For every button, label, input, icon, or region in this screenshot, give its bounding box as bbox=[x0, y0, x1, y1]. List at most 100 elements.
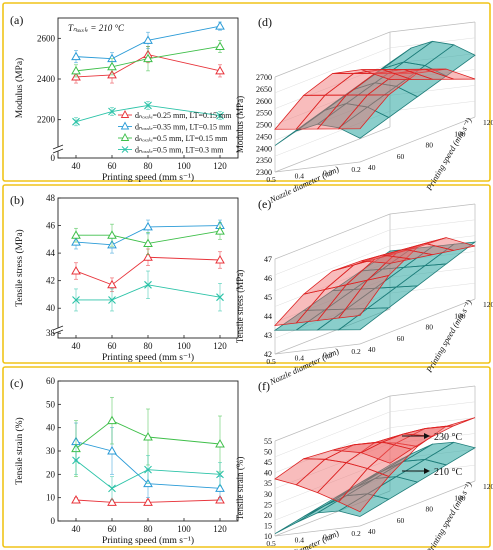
grid-line bbox=[274, 219, 476, 276]
series-line bbox=[75, 420, 221, 450]
y-tick-label: 40 bbox=[368, 163, 376, 172]
annotation-label-210: 210 °C bbox=[434, 467, 462, 478]
legend-marker bbox=[121, 146, 129, 153]
data-point bbox=[215, 254, 225, 264]
y-tick-label: 120 bbox=[483, 300, 493, 309]
y-axis-label: Printing speed (mm s⁻¹) bbox=[423, 480, 473, 550]
series-line bbox=[75, 459, 221, 489]
y-tick-label: 80 bbox=[426, 505, 434, 514]
data-point bbox=[144, 465, 152, 474]
data-point bbox=[71, 266, 81, 275]
y-tick-label: 40 bbox=[368, 527, 376, 536]
legend-marker bbox=[120, 121, 130, 130]
panel-label: (e) bbox=[258, 197, 271, 211]
x-tick-label: 120 bbox=[213, 524, 227, 534]
z-tick-label: 50 bbox=[264, 448, 272, 457]
z-tick-label: 46 bbox=[264, 274, 272, 283]
z-tick-label: 35 bbox=[264, 479, 272, 488]
z-tick-label: 2550 bbox=[256, 109, 272, 118]
z-axis-label: Modulus (MPa) bbox=[235, 96, 245, 153]
series-line bbox=[76, 230, 221, 244]
x-tick-label: 80 bbox=[144, 341, 154, 351]
axis-box-edge bbox=[389, 21, 476, 33]
x-tick-label: 0.3 bbox=[323, 350, 333, 359]
series-line bbox=[75, 46, 221, 72]
surface-patch bbox=[361, 254, 412, 264]
data-point bbox=[108, 484, 116, 493]
series-line bbox=[75, 25, 221, 60]
data-point bbox=[144, 280, 152, 289]
x-axis-label: Printing speed (mm s⁻¹) bbox=[102, 172, 194, 183]
z-tick-label: 44 bbox=[264, 312, 272, 321]
data-point bbox=[107, 415, 117, 425]
y-tick-label: 120 bbox=[483, 482, 493, 491]
z-tick-label: 55 bbox=[264, 437, 272, 446]
data-point bbox=[215, 226, 225, 235]
surface-patch bbox=[359, 248, 413, 272]
y-axis-label: Tensile stress (MPa) bbox=[14, 229, 25, 306]
data-point bbox=[215, 41, 225, 50]
surface-patch bbox=[361, 453, 412, 483]
axis-break-gap bbox=[54, 328, 62, 332]
y-tick-label: 2600 bbox=[37, 33, 56, 43]
axis-box-edge bbox=[274, 395, 391, 442]
data-point bbox=[143, 53, 153, 63]
z-tick-label: 25 bbox=[264, 500, 272, 509]
z-tick-label: 2700 bbox=[256, 73, 272, 82]
data-point bbox=[107, 279, 117, 289]
x-tick-label: 120 bbox=[213, 161, 227, 171]
x-tick-label: 120 bbox=[213, 341, 227, 351]
series-line bbox=[75, 499, 221, 503]
panel-frame bbox=[2, 2, 491, 182]
y-tick-label: 40 bbox=[46, 423, 56, 433]
plot-area bbox=[57, 197, 239, 339]
y-tick-label: 38 bbox=[46, 328, 56, 338]
legend-label: dₙₒₓₓₗₑ=0.25 mm, LT=0.15 mm bbox=[135, 111, 232, 120]
axis-box-edge bbox=[274, 343, 361, 355]
axis-box-edge bbox=[274, 31, 391, 78]
series-line bbox=[75, 54, 221, 78]
x-tick-label: 80 bbox=[144, 524, 154, 534]
x-tick-label: 0.2 bbox=[351, 347, 361, 356]
y-tick-label: 100 bbox=[454, 493, 466, 502]
data-point bbox=[216, 470, 224, 479]
axis-box-edge bbox=[389, 385, 476, 397]
surface-patch bbox=[361, 69, 412, 80]
y-tick-label: 80 bbox=[426, 323, 434, 332]
data-point bbox=[215, 438, 225, 448]
z-tick-label: 2300 bbox=[256, 168, 272, 177]
data-point bbox=[216, 293, 224, 302]
x-tick-label: 40 bbox=[72, 161, 82, 171]
series-line bbox=[75, 441, 221, 489]
y-tick-label: 120 bbox=[483, 118, 493, 127]
z-tick-label: 2600 bbox=[256, 97, 272, 106]
panel-label: (c) bbox=[10, 376, 23, 390]
x-tick-label: 60 bbox=[108, 161, 118, 171]
z-tick-label: 20 bbox=[264, 511, 272, 520]
x-tick-label: 0.2 bbox=[351, 165, 361, 174]
y-tick-label: 48 bbox=[46, 193, 56, 203]
chart-1: (b) 40 60 80 100 120 Printing speed (mm s⁻¹) 38… bbox=[10, 193, 239, 363]
legend-marker bbox=[120, 110, 130, 118]
y-tick-label: 0 bbox=[51, 153, 56, 163]
x-tick-label: 0.5 bbox=[266, 357, 276, 366]
y-tick-label: 2200 bbox=[37, 115, 56, 125]
z-tick-label: 2350 bbox=[256, 156, 272, 165]
x-axis-label: Printing speed (mm s⁻¹) bbox=[102, 535, 194, 546]
legend-label: dₙₒₓₓₗₑ=0.35 mm, LT=0.15 mm bbox=[135, 123, 232, 132]
axis-break-mark bbox=[52, 329, 64, 335]
x-tick-label: 0.3 bbox=[323, 168, 333, 177]
y-tick-label: 100 bbox=[454, 311, 466, 320]
series-line bbox=[76, 284, 221, 301]
grid-line bbox=[274, 37, 476, 94]
data-point bbox=[72, 456, 80, 465]
z-tick-label: 2450 bbox=[256, 132, 272, 141]
y-tick-label: 40 bbox=[368, 345, 376, 354]
x-tick-label: 0.4 bbox=[295, 536, 305, 545]
axis-box-edge bbox=[389, 203, 476, 215]
x-axis-label: Printing speed (mm s⁻¹) bbox=[102, 352, 194, 363]
data-point bbox=[144, 101, 152, 110]
grid-line bbox=[274, 401, 476, 458]
x-tick-label: 0.5 bbox=[266, 539, 276, 548]
